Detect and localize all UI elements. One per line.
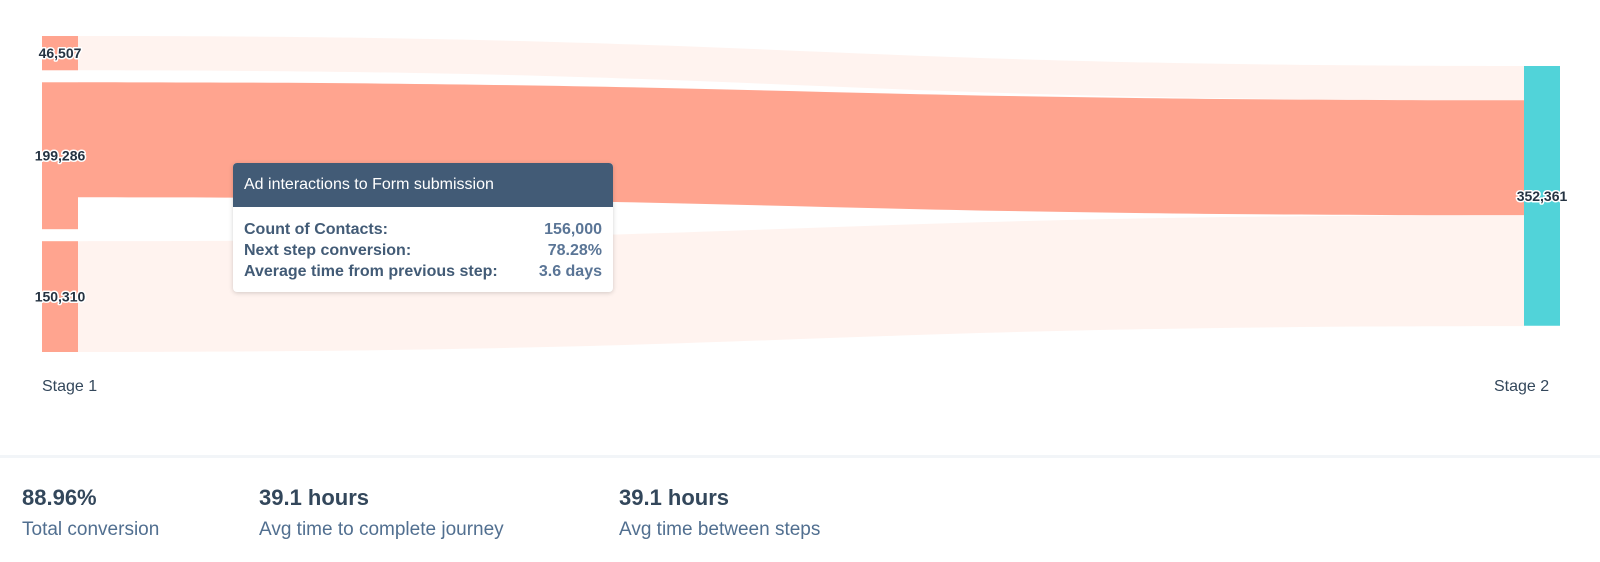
section-divider [0, 455, 1600, 458]
tooltip-title: Ad interactions to Form submission [233, 163, 613, 207]
sankey-node-label-2: 150,310 [35, 289, 86, 305]
sankey-link-0[interactable] [78, 36, 1524, 101]
stat-value: 39.1 hours [619, 485, 730, 510]
tooltip-row-conversion: Next step conversion: 78.28% [244, 240, 602, 261]
tooltip-conversion-label: Next step conversion: [244, 242, 412, 259]
sankey-node-label-1: 199,286 [35, 148, 86, 164]
tooltip-avg-time-value: 3.6 days [538, 263, 602, 280]
tooltip-body: Count of Contacts: 156,000 Next step con… [233, 207, 613, 292]
stat-value: 88.96% [22, 485, 97, 510]
sankey-node-1[interactable] [42, 82, 78, 230]
sankey-node-2[interactable] [42, 241, 78, 352]
stage-1-label: Stage 1 [42, 378, 98, 395]
tooltip-conversion-value: 78.28% [547, 242, 602, 259]
stat-value: 39.1 hours [259, 485, 370, 510]
link-tooltip: Ad interactions to Form submission Count… [233, 163, 613, 292]
tooltip-row-avg-time: Average time from previous step: 3.6 day… [244, 261, 602, 282]
sankey-node-0[interactable] [42, 36, 78, 71]
tooltip-avg-time-label: Average time from previous step: [244, 263, 498, 280]
stat-label: Avg time to complete journey [259, 519, 504, 540]
tooltip-count-value: 156,000 [544, 221, 602, 238]
stat-avg-time-steps: 39.1 hours Avg time between steps [619, 485, 820, 541]
tooltip-row-count: Count of Contacts: 156,000 [244, 219, 602, 240]
stat-avg-time-journey: 39.1 hours Avg time to complete journey [259, 485, 504, 541]
stat-label: Avg time between steps [619, 519, 821, 540]
sankey-node-label-0: 46,507 [39, 45, 82, 61]
stat-total-conversion: 88.96% Total conversion [22, 485, 159, 541]
sankey-chart: 46,507 199,286 150,310 352,361 Stage 1 Stag… [33, 36, 1569, 395]
stage-2-label: Stage 2 [1494, 378, 1550, 395]
stat-label: Total conversion [22, 519, 160, 540]
sankey-node-label-3: 352,361 [1517, 188, 1568, 204]
tooltip-count-label: Count of Contacts: [244, 221, 388, 238]
sankey-node-3[interactable] [1524, 66, 1560, 326]
